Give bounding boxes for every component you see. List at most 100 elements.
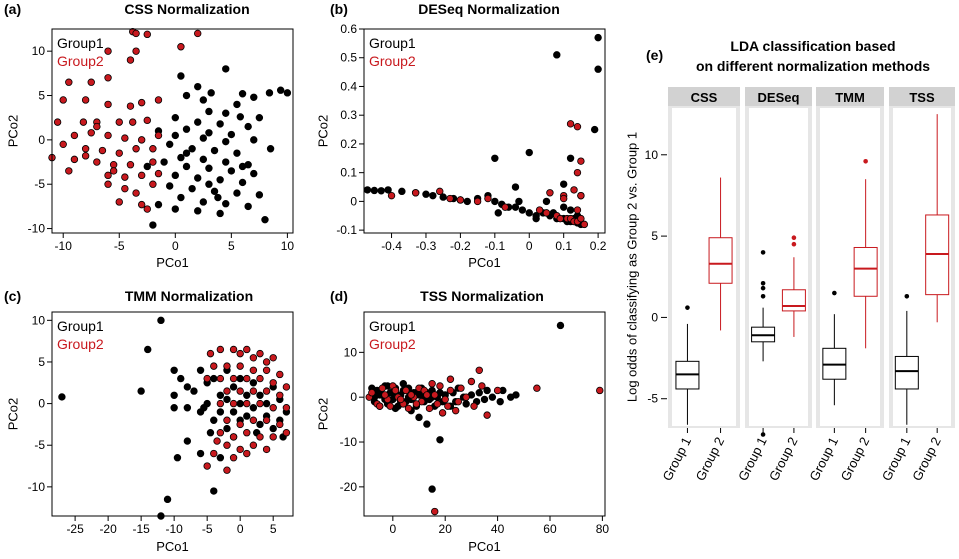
- data-point: [149, 221, 157, 229]
- data-point: [137, 387, 145, 395]
- x-tick-label: 0.2: [590, 239, 607, 253]
- box-iqr: [853, 246, 878, 297]
- data-point: [256, 420, 264, 429]
- data-point: [154, 96, 163, 104]
- data-point: [79, 118, 88, 126]
- data-point: [93, 158, 101, 166]
- data-point: [233, 189, 241, 197]
- x-axis-label: PCo1: [468, 539, 501, 554]
- data-point: [282, 383, 291, 391]
- data-point: [213, 437, 221, 445]
- data-point: [250, 93, 258, 101]
- y-tick-label: 0: [350, 390, 357, 404]
- data-point: [381, 391, 389, 399]
- data-point: [93, 122, 101, 131]
- data-point: [223, 362, 231, 370]
- data-point: [171, 171, 180, 180]
- y-axis-label: PCo2: [5, 398, 20, 431]
- data-point: [266, 145, 275, 153]
- x-tick-label: 0: [389, 522, 396, 536]
- x-tick-label: 0.1: [555, 239, 572, 253]
- data-point: [377, 187, 385, 195]
- data-point: [249, 404, 258, 412]
- data-point: [171, 131, 180, 140]
- y-tick-label: -5: [647, 392, 658, 406]
- y-tick-label: -10: [28, 480, 46, 494]
- panel-lda: (e) LDA classification based on different …: [624, 38, 955, 483]
- data-point: [250, 169, 258, 178]
- facet-strip-label: TMM: [835, 90, 865, 105]
- data-point: [411, 189, 420, 197]
- x-category-label: Group 1: [659, 435, 694, 484]
- data-point: [243, 345, 251, 354]
- data-point: [573, 206, 582, 214]
- outlier-point: [760, 250, 766, 255]
- data-point: [376, 402, 384, 410]
- data-point: [81, 96, 90, 104]
- data-point: [59, 140, 67, 149]
- data-point: [368, 389, 376, 397]
- data-point: [249, 379, 258, 387]
- data-point: [262, 387, 271, 395]
- data-point: [206, 349, 215, 358]
- data-point: [143, 30, 151, 39]
- data-point: [262, 358, 271, 366]
- data-point: [546, 189, 554, 197]
- data-point: [170, 366, 178, 374]
- data-point: [439, 193, 447, 201]
- x-category-label: Group 2: [838, 435, 873, 484]
- data-point: [399, 380, 407, 388]
- data-point: [137, 98, 146, 107]
- data-point: [233, 100, 241, 109]
- box-iqr: [894, 355, 919, 390]
- data-point: [229, 454, 238, 462]
- y-tick-label: 0: [38, 133, 45, 147]
- data-point: [433, 400, 442, 408]
- x-tick-label: -15: [132, 522, 150, 536]
- facet-strip: [668, 87, 740, 107]
- series-group2: [203, 345, 291, 474]
- data-point: [149, 158, 157, 166]
- y-tick-label: -10: [340, 435, 358, 449]
- data-point: [210, 146, 219, 155]
- data-point: [451, 406, 460, 415]
- legend-group1: Group1: [57, 318, 104, 334]
- data-point: [200, 404, 208, 412]
- box-iqr: [708, 237, 733, 284]
- data-point: [404, 404, 413, 413]
- data-point: [229, 383, 238, 391]
- x-tick-label: -25: [66, 522, 84, 536]
- data-point: [391, 386, 400, 395]
- series-group1: [143, 65, 292, 229]
- data-point: [183, 383, 192, 391]
- data-point: [227, 130, 236, 139]
- data-point: [431, 391, 439, 399]
- plot-frame: [51, 28, 294, 234]
- data-point: [121, 134, 129, 142]
- data-point: [205, 129, 213, 137]
- data-point: [126, 161, 135, 169]
- x-tick-label: -0.4: [381, 239, 402, 253]
- data-point: [104, 171, 112, 180]
- legend-group1: Group1: [369, 318, 416, 334]
- data-point: [269, 404, 277, 412]
- y-tick-label: 0.6: [340, 22, 357, 36]
- data-point: [276, 420, 284, 429]
- y-tick-label: 0.3: [340, 108, 357, 122]
- data-point: [475, 366, 483, 374]
- data-point: [210, 374, 218, 383]
- data-point: [126, 102, 135, 110]
- data-point: [98, 146, 107, 155]
- plot-frame: [363, 28, 606, 234]
- data-point: [494, 209, 502, 217]
- plot-frame: [51, 311, 294, 517]
- data-point: [115, 198, 123, 206]
- data-point: [573, 168, 582, 177]
- data-point: [170, 391, 178, 399]
- data-point: [256, 399, 264, 408]
- data-point: [238, 178, 247, 187]
- legend-group1: Group1: [369, 35, 416, 51]
- data-point: [104, 74, 112, 82]
- y-tick-label: 0: [350, 194, 357, 208]
- legend-group2: Group2: [369, 336, 416, 352]
